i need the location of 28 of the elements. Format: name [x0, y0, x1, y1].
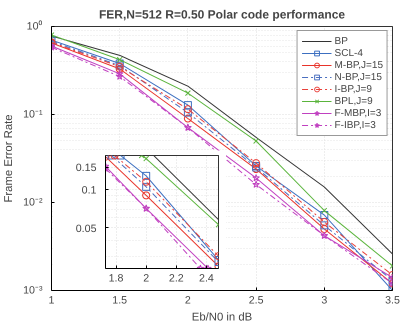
x-tick-label: 1.8: [108, 272, 124, 284]
chart-title: FER,N=512 R=0.50 Polar code performance: [98, 8, 346, 22]
y-tick-label: 10⁰: [26, 20, 43, 32]
y-tick-label: 10⁻³: [23, 284, 43, 296]
x-tick-label: 1: [48, 294, 55, 306]
x-tick-label: 2.4: [199, 272, 214, 284]
y-axis-title: Frame Error Rate: [3, 114, 16, 203]
y-tick-label: 0.15: [76, 162, 97, 174]
y-tick-label: 0.05: [76, 222, 97, 235]
x-tick-label: 2.5: [248, 294, 264, 306]
legend-label: BPL,J=9: [334, 95, 373, 107]
x-tick-label: 1.5: [112, 294, 128, 306]
x-tick-label: 2: [184, 294, 191, 306]
x-tick-label: 3.5: [385, 294, 400, 306]
legend-label: F-MBP,I=3: [334, 107, 382, 119]
y-tick-label: 10⁻¹: [23, 108, 43, 120]
x-tick-label: 3: [321, 294, 328, 306]
x-tick-label: 2: [143, 272, 150, 284]
legend-label: BP: [334, 35, 349, 47]
legend-label: F-IBP,I=3: [334, 119, 376, 131]
y-tick-label: 10⁻²: [23, 196, 43, 208]
legend-label: M-BP,J=15: [334, 59, 383, 71]
x-axis-title: Eb/N0 in dB: [192, 312, 252, 324]
x-tick-label: 2.2: [168, 272, 184, 284]
legend-label: I-BP,J=9: [334, 83, 372, 95]
y-tick-label: 0.1: [82, 184, 97, 197]
legend-label: SCL-4: [334, 47, 363, 59]
legend-label: N-BP,J=15: [334, 71, 382, 83]
